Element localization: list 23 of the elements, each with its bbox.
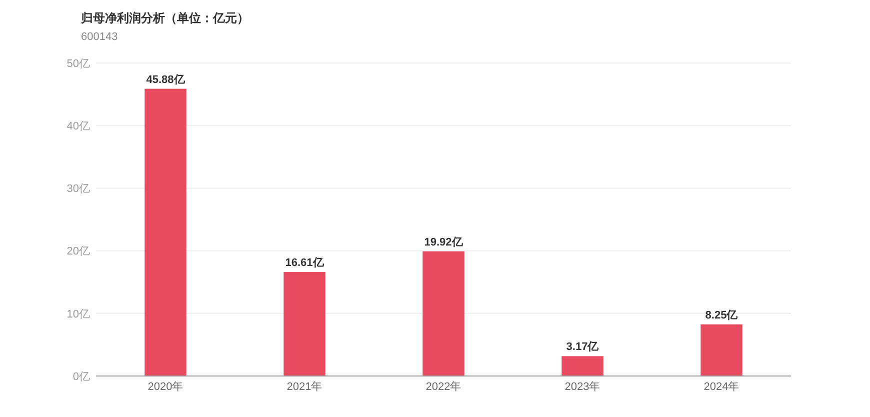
data-label: 16.61亿	[285, 257, 325, 270]
bar	[284, 272, 326, 376]
y-tick-label: 40亿	[66, 120, 90, 132]
data-label: 8.25亿	[705, 309, 739, 322]
data-label: 3.17亿	[566, 341, 600, 354]
data-label: 45.88亿	[146, 74, 186, 86]
y-tick-label: 20亿	[66, 246, 90, 258]
y-tick-label: 10亿	[66, 308, 90, 320]
chart-title: 归母净利润分析（单位：亿元）	[80, 11, 249, 25]
bar	[700, 324, 742, 376]
y-tick-label: 0亿	[72, 370, 90, 383]
bar	[562, 356, 604, 376]
data-label: 19.92亿	[424, 236, 464, 248]
y-tick-label: 50亿	[66, 58, 90, 70]
x-tick-label: 2022年	[426, 381, 462, 393]
bar	[144, 88, 186, 376]
x-tick-label: 2020年	[148, 381, 184, 393]
x-tick-label: 2021年	[286, 381, 322, 393]
x-tick-label: 2023年	[564, 381, 600, 393]
y-tick-label: 30亿	[66, 183, 90, 196]
chart-subtitle: 600143	[81, 31, 118, 43]
x-tick-label: 2024年	[704, 381, 740, 393]
bar	[422, 251, 464, 376]
